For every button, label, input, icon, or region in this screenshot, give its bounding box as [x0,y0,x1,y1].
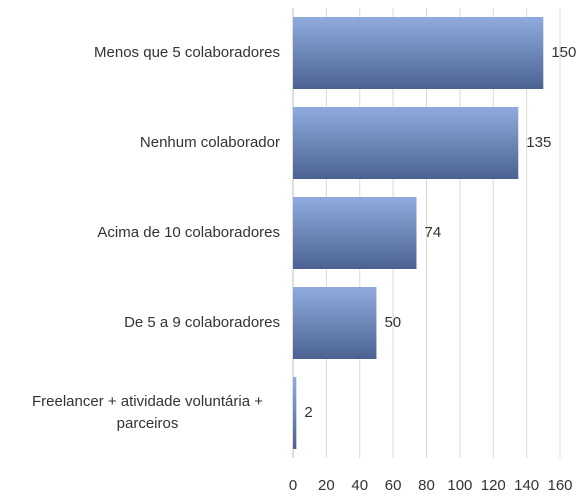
data-label: 150 [551,44,576,61]
category-text: De 5 a 9 colaboradores [124,314,280,331]
x-tick-label: 0 [289,477,297,494]
data-label: 2 [304,404,312,421]
y-tick-label: Nenhum colaborador [0,113,280,173]
bar [293,107,519,179]
data-label: 50 [384,314,401,331]
category-text: Nenhum colaborador [139,134,280,151]
y-tick-label: De 5 a 9 colaboradores [0,293,280,353]
y-tick-label: Freelancer + atividade voluntária + parc… [0,383,280,443]
category-text: Freelancer + atividade voluntária + parc… [32,393,263,432]
bar [293,17,544,89]
data-label: 135 [526,134,551,151]
x-tick-label: 40 [351,477,368,494]
y-tick-label: Acima de 10 colaboradores [0,203,280,263]
x-tick-label: 140 [514,477,539,494]
x-tick-label: 100 [447,477,472,494]
category-text: Acima de 10 colaboradores [97,224,280,241]
x-tick-label: 20 [318,477,335,494]
x-tick-label: 80 [418,477,435,494]
bar [293,377,297,449]
bar [293,287,377,359]
x-tick-label: 160 [547,477,572,494]
bar [293,197,417,269]
y-tick-label: Menos que 5 colaboradores [0,23,280,83]
data-label: 74 [424,224,441,241]
x-tick-label: 120 [481,477,506,494]
x-tick-label: 60 [385,477,402,494]
category-text: Menos que 5 colaboradores [94,44,280,61]
